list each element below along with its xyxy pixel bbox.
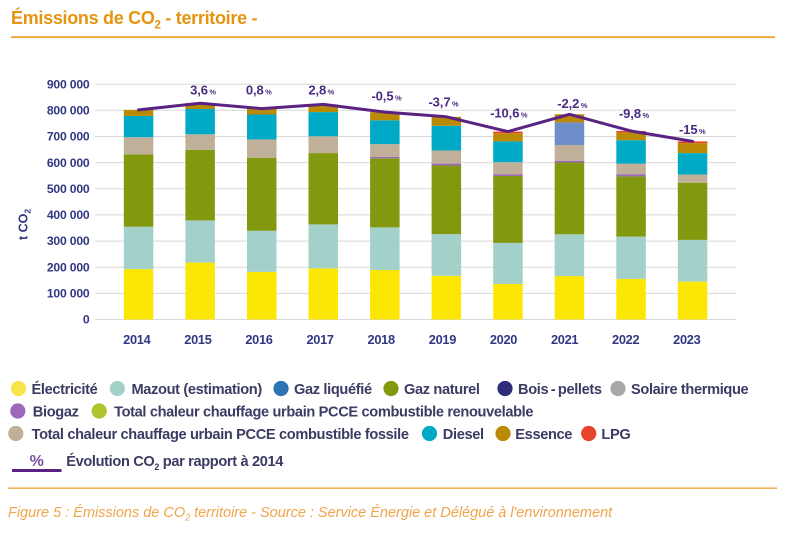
svg-text:700 000: 700 000 <box>47 130 90 144</box>
svg-text:Gaz naturel: Gaz naturel <box>404 382 480 398</box>
svg-text:2019: 2019 <box>429 332 456 347</box>
svg-text:2015: 2015 <box>184 332 211 347</box>
svg-text:Solaire thermique: Solaire thermique <box>631 382 749 398</box>
svg-text:Bois - pellets: Bois - pellets <box>518 382 602 398</box>
svg-text:Essence: Essence <box>515 427 572 443</box>
svg-text:600 000: 600 000 <box>47 156 90 170</box>
svg-text:200 000: 200 000 <box>47 260 90 274</box>
svg-text:-10,6%: -10,6% <box>490 106 528 121</box>
svg-text:%: % <box>30 453 44 470</box>
svg-text:Émissions de CO2 - territoire: Émissions de CO2 - territoire - <box>11 7 257 32</box>
svg-text:2021: 2021 <box>551 332 578 347</box>
svg-text:LPG: LPG <box>601 427 630 443</box>
svg-text:2016: 2016 <box>245 332 272 347</box>
svg-text:2014: 2014 <box>123 332 151 347</box>
svg-text:Gaz liquéfié: Gaz liquéfié <box>294 382 372 398</box>
svg-text:Biogaz: Biogaz <box>33 405 79 421</box>
svg-text:Diesel: Diesel <box>443 427 484 443</box>
svg-text:2022: 2022 <box>612 332 639 347</box>
svg-text:Total chaleur chauffage urbain: Total chaleur chauffage urbain PCCE comb… <box>32 427 409 443</box>
svg-text:Mazout (estimation): Mazout (estimation) <box>132 382 263 398</box>
svg-text:Évolution CO2 par rapport à 20: Évolution CO2 par rapport à 2014 <box>66 453 284 472</box>
svg-text:2023: 2023 <box>673 332 700 347</box>
svg-text:Total chaleur chauffage urbain: Total chaleur chauffage urbain PCCE comb… <box>114 405 533 421</box>
svg-text:Électricité: Électricité <box>32 381 98 398</box>
svg-text:2020: 2020 <box>490 332 517 347</box>
svg-text:300 000: 300 000 <box>47 234 90 248</box>
svg-text:900 000: 900 000 <box>47 77 90 91</box>
svg-text:500 000: 500 000 <box>47 182 90 196</box>
svg-text:Figure 5 : Émissions de CO2 te: Figure 5 : Émissions de CO2 territoire -… <box>8 504 613 523</box>
svg-text:0: 0 <box>83 313 90 327</box>
svg-text:t CO2: t CO2 <box>17 209 33 240</box>
svg-text:2018: 2018 <box>368 332 395 347</box>
svg-text:800 000: 800 000 <box>47 104 90 118</box>
svg-text:100 000: 100 000 <box>47 287 90 301</box>
svg-text:2017: 2017 <box>306 332 333 347</box>
svg-text:400 000: 400 000 <box>47 208 90 222</box>
